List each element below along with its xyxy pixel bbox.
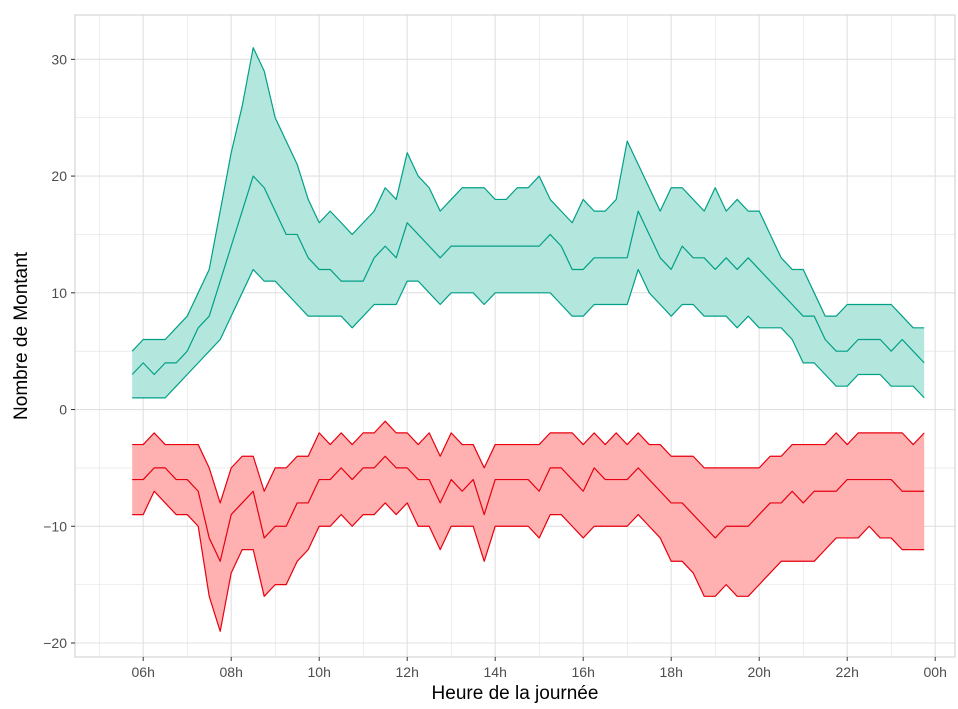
y-tick-label: 10 <box>51 285 67 301</box>
axis-ticks <box>71 58 936 661</box>
x-tick-label: 20h <box>748 664 771 680</box>
x-tick-label: 18h <box>660 664 683 680</box>
y-tick-label: 30 <box>51 51 67 67</box>
x-tick-label: 10h <box>308 664 331 680</box>
panel-border <box>74 14 956 658</box>
x-tick-label: 16h <box>572 664 595 680</box>
y-tick-label: 20 <box>51 168 67 184</box>
upper-band-area <box>132 47 925 398</box>
upper-band-low-line <box>132 268 925 399</box>
y-tick-label: −20 <box>43 635 67 651</box>
x-tick-label: 00h <box>924 664 947 680</box>
x-tick-label: 22h <box>836 664 859 680</box>
x-tick-label: 14h <box>484 664 507 680</box>
x-tick-label: 06h <box>132 664 155 680</box>
y-tick-label: −10 <box>43 518 67 534</box>
x-axis-title: Heure de la journée <box>432 683 599 704</box>
lower-band-low-line <box>132 490 925 632</box>
upper-band-mid-line <box>131 175 925 376</box>
x-tick-label: 08h <box>220 664 243 680</box>
upper-band-high-line <box>131 47 925 352</box>
axis-tick-labels: 06h 08h 10h 12h 14h 16h 18h 20h 22h 00h −20 −10 0 10 2… <box>43 51 947 680</box>
lower-band-mid-line <box>132 455 925 562</box>
x-tick-label: 12h <box>396 664 419 680</box>
lower-band-high-line <box>132 420 925 504</box>
y-axis-title: Nombre de Montant <box>11 251 32 420</box>
y-tick-label: 0 <box>59 402 67 418</box>
lines-layer <box>131 47 925 632</box>
